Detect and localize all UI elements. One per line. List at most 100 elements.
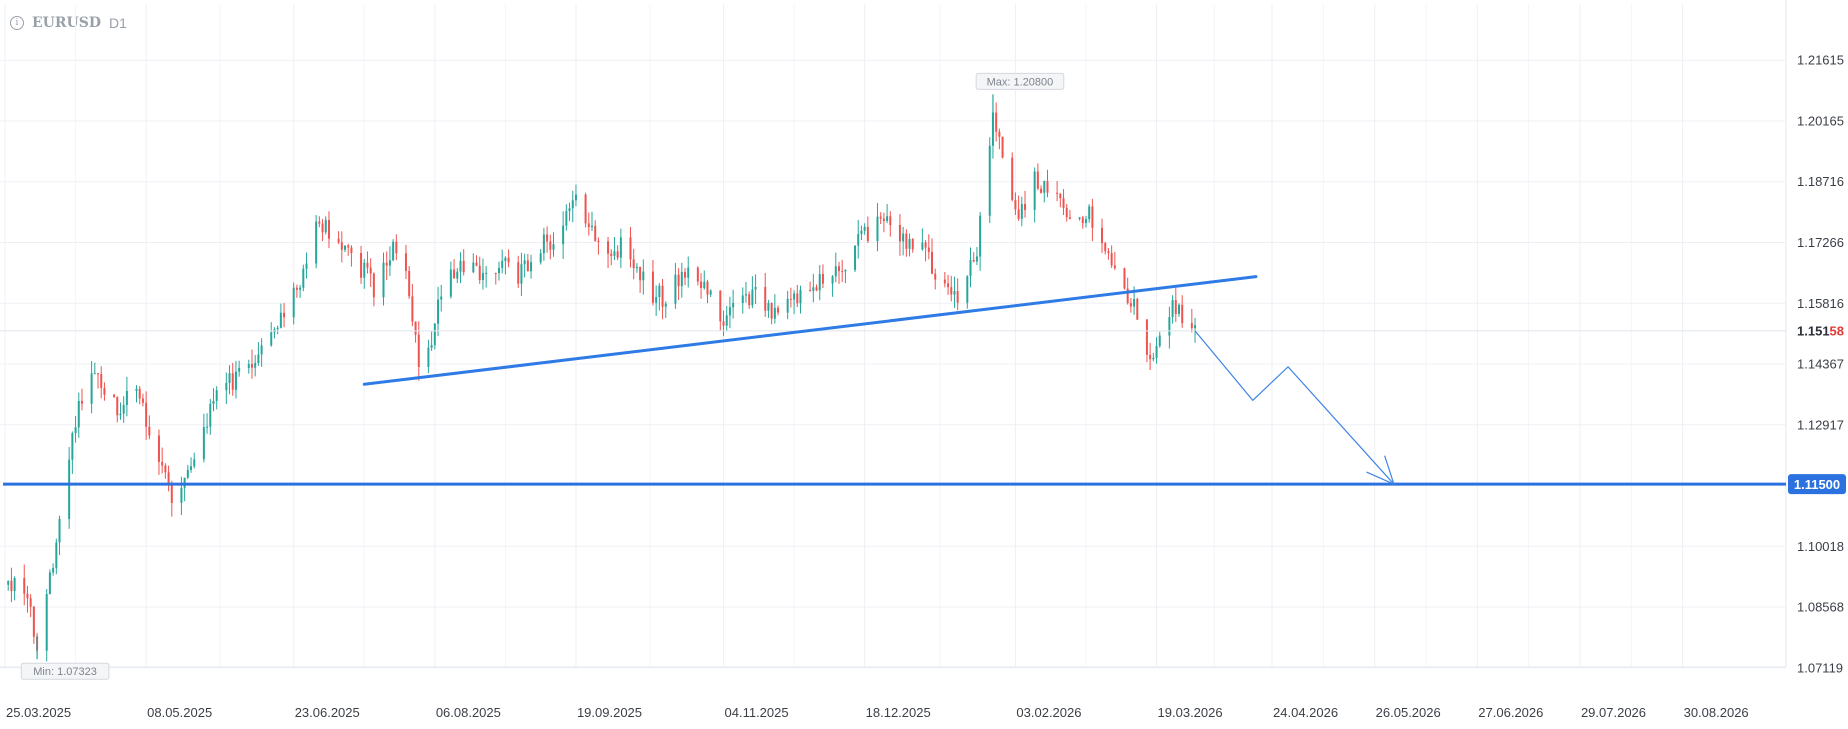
candle-body xyxy=(818,274,821,291)
candle-body xyxy=(988,145,991,216)
y-tick-label: 1.10018 xyxy=(1797,539,1844,554)
candle-body xyxy=(661,285,664,307)
candle-body xyxy=(305,263,308,269)
candle-body xyxy=(876,216,879,242)
min-label: Min: 1.07323 xyxy=(20,662,110,680)
candle-body xyxy=(786,298,789,313)
candle-body xyxy=(103,388,106,395)
candle-body xyxy=(879,216,882,219)
candle-body xyxy=(462,260,465,273)
candle-body xyxy=(427,347,430,367)
candle-body xyxy=(404,253,407,271)
candle-body xyxy=(1152,357,1155,360)
candle-body xyxy=(459,260,462,272)
candle-body xyxy=(48,572,51,595)
candle-body xyxy=(363,262,366,278)
candle-body xyxy=(411,296,414,322)
candle-body xyxy=(1158,335,1161,346)
candle-body xyxy=(754,287,757,290)
candle-body xyxy=(395,241,398,254)
candle-body xyxy=(584,194,587,224)
candle-body xyxy=(898,224,901,242)
target-level-label: 1.11500 xyxy=(1794,477,1840,492)
candlesticks xyxy=(7,94,1197,662)
candle-body xyxy=(125,390,128,406)
candle-body xyxy=(809,289,812,291)
candle-body xyxy=(206,426,209,428)
candle-body xyxy=(1155,345,1158,358)
candle-body xyxy=(1014,199,1017,210)
candle-body xyxy=(966,276,969,303)
candle-body xyxy=(674,274,677,304)
candle-body xyxy=(1133,299,1136,307)
candle-body xyxy=(1136,299,1139,320)
candle-body xyxy=(956,291,959,303)
x-tick-label: 06.08.2025 xyxy=(436,705,501,720)
candle-body xyxy=(1020,204,1023,219)
candle-body xyxy=(902,233,905,242)
candle-body xyxy=(80,400,83,404)
projection-arrowhead xyxy=(1366,455,1395,486)
candle-body xyxy=(238,367,241,372)
candle-body xyxy=(302,268,305,288)
max-label: Max: 1.20800 xyxy=(975,72,1065,90)
candle-body xyxy=(193,459,196,467)
candle-body xyxy=(539,253,542,263)
candle-body xyxy=(481,273,484,281)
candle-body xyxy=(1088,206,1091,220)
candle-body xyxy=(998,131,1001,137)
candle-body xyxy=(744,294,747,296)
candle-body xyxy=(97,373,100,375)
candle-body xyxy=(167,472,170,485)
candle-body xyxy=(52,568,55,573)
candle-body xyxy=(844,269,847,272)
candle-body xyxy=(1068,217,1071,219)
candle-body xyxy=(116,396,119,416)
candle-body xyxy=(947,283,950,288)
candle-body xyxy=(93,373,96,375)
candle-body xyxy=(1126,288,1129,304)
candle-body xyxy=(741,295,744,303)
candle-body xyxy=(911,238,914,250)
candle-body xyxy=(494,272,497,274)
current-price-label: 1.15158 xyxy=(1797,323,1844,338)
candle-body xyxy=(773,307,776,319)
candle-body xyxy=(186,469,189,478)
candle-body xyxy=(29,598,32,607)
candle-body xyxy=(789,298,792,300)
candle-body xyxy=(706,281,709,295)
candle-body xyxy=(10,580,13,592)
candle-body xyxy=(157,435,160,462)
candle-body xyxy=(1113,265,1116,269)
x-tick-label: 26.05.2026 xyxy=(1376,705,1441,720)
candle-body xyxy=(71,433,74,460)
candle-body xyxy=(1145,319,1148,355)
candle-body xyxy=(1084,219,1087,224)
candle-body xyxy=(340,242,343,250)
candle-body xyxy=(927,247,930,252)
y-tick-label: 1.17266 xyxy=(1797,235,1844,250)
candle-body xyxy=(1171,300,1174,318)
candle-body xyxy=(975,256,978,262)
candle-body xyxy=(497,267,500,274)
candle-body xyxy=(834,266,837,277)
candle-body xyxy=(77,400,80,428)
candle-body xyxy=(234,371,237,390)
candle-body xyxy=(571,200,574,209)
candle-body xyxy=(969,260,972,277)
candle-body xyxy=(1046,180,1049,193)
info-icon[interactable]: i xyxy=(10,16,24,30)
candle-body xyxy=(664,303,667,307)
candle-body xyxy=(113,394,116,397)
min-label-text: Min: 1.07323 xyxy=(33,666,97,678)
candle-body xyxy=(677,274,680,287)
candle-body xyxy=(565,211,568,226)
candle-body xyxy=(972,260,975,262)
candle-body xyxy=(530,262,533,272)
candle-body xyxy=(202,427,205,460)
x-tick-label: 08.05.2025 xyxy=(147,705,212,720)
candle-body xyxy=(1181,304,1184,324)
candle-body xyxy=(270,332,273,346)
candle-body xyxy=(414,321,417,335)
